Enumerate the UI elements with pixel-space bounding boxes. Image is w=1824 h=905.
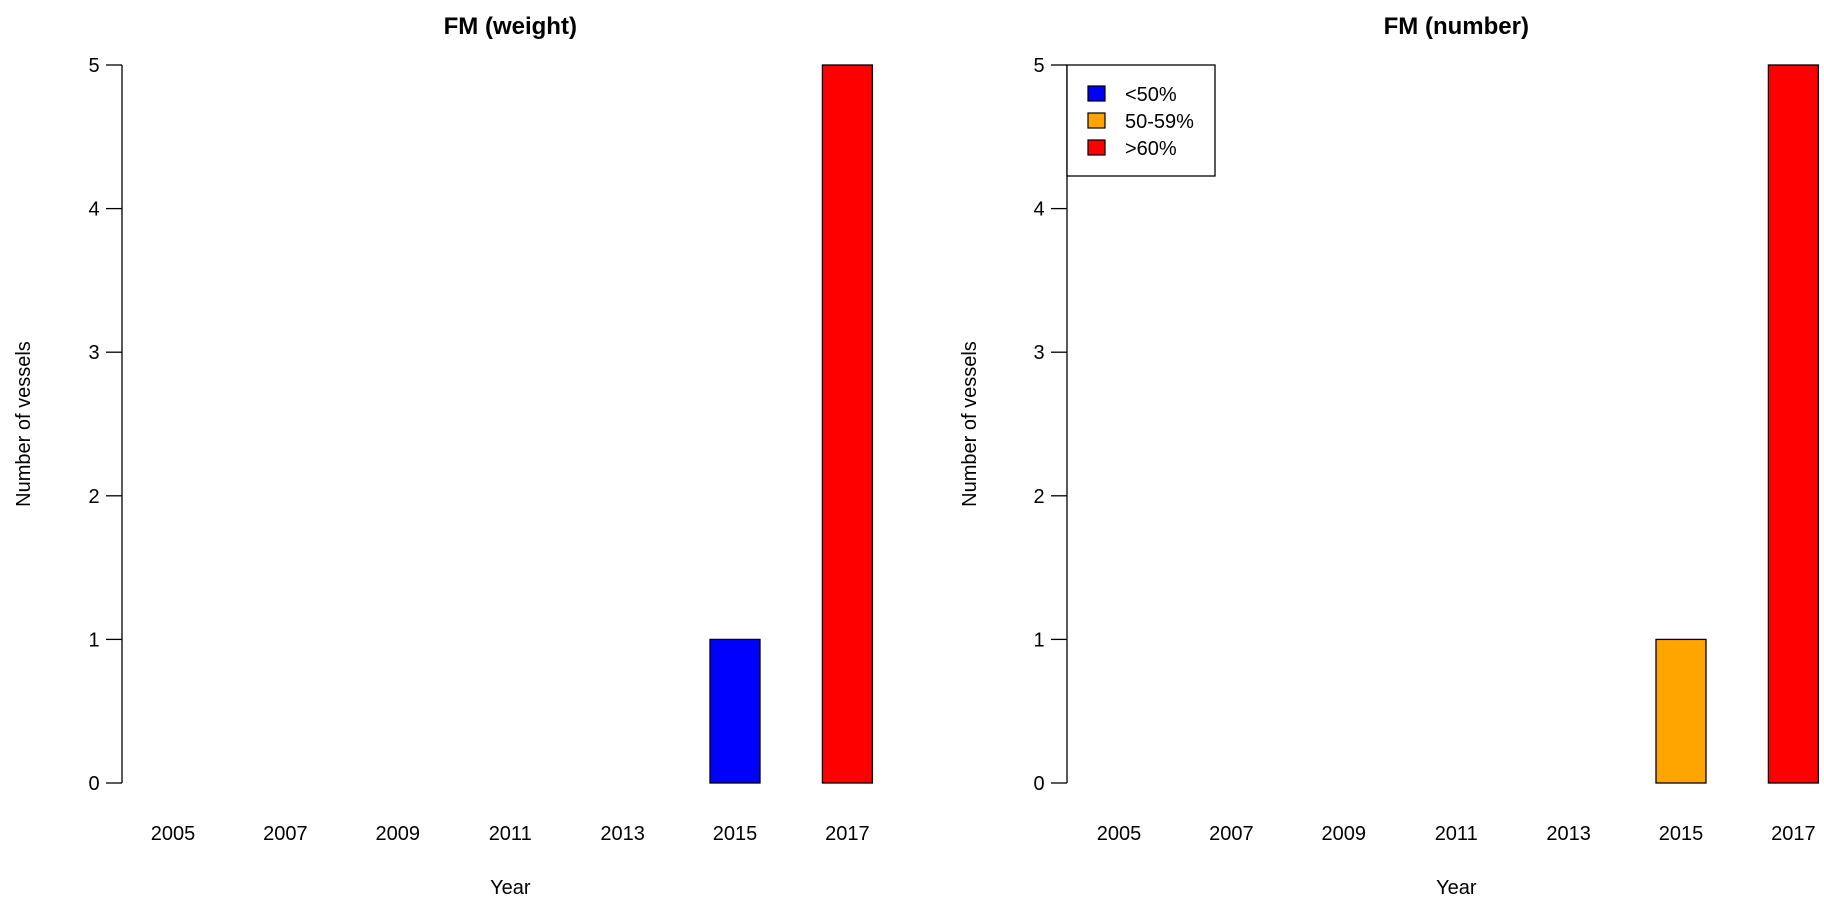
panel-2-x-axis-label: Year [1436, 877, 1477, 899]
panel-1-y-tick-label: 1 [88, 629, 99, 651]
panel-2-y-tick-label: 1 [1033, 629, 1044, 651]
panel-2-x-tick-label: 2011 [1435, 823, 1478, 845]
panel-1-y-tick-label: 5 [88, 55, 99, 77]
panel-2-y-tick-label: 4 [1033, 199, 1044, 221]
panel-2-y-tick-label: 2 [1033, 486, 1044, 508]
panel-1-x-tick-label: 2013 [600, 823, 645, 845]
panel-2-title: FM (number) [1384, 13, 1529, 40]
panel-2-y-tick-label: 3 [1033, 342, 1044, 364]
panel-1-x-tick-label: 2011 [489, 823, 532, 845]
panel-1-title: FM (weight) [444, 13, 577, 40]
panel-2-y-axis-label: Number of vessels [959, 341, 981, 507]
panel-2-bar-2017 [1767, 64, 1820, 784]
panel-2-legend-label: >60% [1125, 138, 1177, 160]
panel-2-y-tick-label: 0 [1033, 773, 1044, 795]
panel-2-legend-swatch [1087, 139, 1106, 156]
panel-1-x-axis-label: Year [490, 877, 531, 899]
panel-2-legend-swatch [1087, 85, 1106, 102]
panel-2-x-tick-label: 2009 [1322, 823, 1367, 845]
panel-1-y-axis-label: Number of vessels [13, 341, 35, 507]
panel-1-y-tick-label: 3 [88, 342, 99, 364]
panel-1-y-tick-label: 4 [88, 199, 99, 221]
panel-2-bar-2015 [1655, 638, 1707, 784]
panel-1-x-tick-label: 2007 [263, 823, 308, 845]
panel-2-x-tick-label: 2007 [1209, 823, 1254, 845]
panel-2-legend-label: <50% [1125, 84, 1177, 106]
panel-1-bar-2017 [821, 64, 874, 784]
panel-1-x-tick-label: 2009 [376, 823, 421, 845]
panel-2-x-tick-label: 2015 [1659, 823, 1704, 845]
panel-2-x-tick-label: 2013 [1546, 823, 1591, 845]
panel-2-legend-swatch [1087, 112, 1106, 129]
panel-1-y-tick-label: 0 [88, 773, 99, 795]
panel-1-x-tick-label: 2015 [713, 823, 758, 845]
panel-2-legend-label: 50-59% [1125, 111, 1194, 133]
panel-1-x-tick-label: 2005 [151, 823, 196, 845]
panel-1-y-tick-label: 2 [88, 486, 99, 508]
panel-2-x-tick-label: 2017 [1771, 823, 1816, 845]
panel-2-x-tick-label: 2005 [1097, 823, 1142, 845]
panel-1-x-tick-label: 2017 [825, 823, 870, 845]
panel-2-y-tick-label: 5 [1033, 55, 1044, 77]
panel-1-bar-2015 [709, 638, 761, 784]
